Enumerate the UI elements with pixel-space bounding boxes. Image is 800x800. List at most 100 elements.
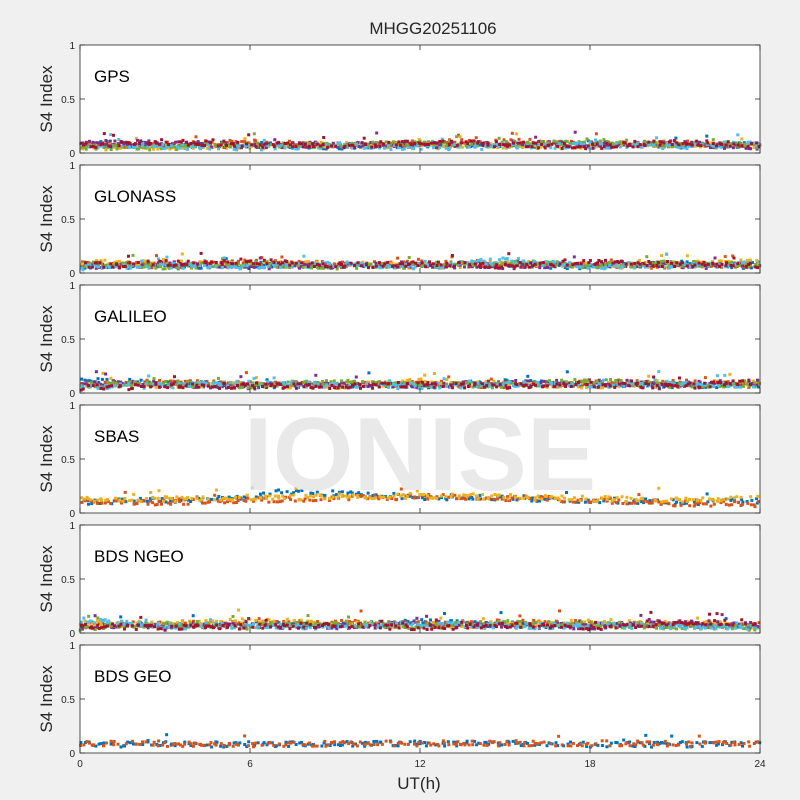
data-point [366,491,370,495]
data-point [417,378,421,381]
data-point [223,501,227,505]
data-point [614,141,618,145]
data-point [547,141,551,145]
data-point [649,264,653,268]
data-point [229,142,233,146]
data-point [478,143,482,147]
data-point [183,379,187,383]
data-point [406,378,409,382]
data-point [356,261,360,265]
data-point [651,498,655,502]
data-point [646,384,650,388]
data-point [613,265,617,268]
data-point [129,266,133,270]
data-point [166,386,170,390]
data-point [233,382,237,386]
data-point [246,386,250,390]
data-point [682,384,686,388]
data-point [270,265,274,269]
data-point [727,261,731,265]
data-point [353,264,357,267]
data-point [294,380,298,384]
data-point [168,263,172,267]
data-point [374,261,378,265]
data-point [104,498,108,502]
data-point [97,265,100,269]
data-point [296,264,300,268]
data-point [160,146,164,150]
data-point [242,495,246,499]
data-point [223,384,227,387]
data-point [147,374,151,378]
data-point [177,500,181,504]
data-point [485,496,488,500]
data-point [172,144,176,148]
data-point [144,144,148,148]
data-point [118,265,121,269]
data-point [192,261,196,265]
data-point [227,495,231,499]
data-point [583,378,586,382]
data-point [392,140,396,144]
data-point [277,488,280,492]
data-point [647,140,651,144]
data-point [697,379,701,383]
data-point [117,144,121,148]
data-point [526,379,530,383]
data-point [79,141,83,145]
data-point [195,383,199,387]
data-point [99,262,103,266]
data-point [224,257,228,261]
data-point [604,378,608,382]
data-point [522,259,525,263]
data-point [127,382,131,386]
data-point [303,142,307,146]
data-point [560,146,564,150]
data-point [688,144,692,148]
data-point [113,384,117,388]
data-point [517,257,520,261]
data-point [251,499,255,503]
data-point [453,140,457,144]
data-point [670,383,674,387]
data-point [389,381,393,385]
series-2 [80,486,760,504]
data-point [631,145,635,149]
data-point [84,261,88,265]
data-point [178,382,181,386]
data-point [225,144,228,147]
data-point [670,261,673,265]
data-point [663,384,666,388]
data-point [111,263,115,267]
data-point [688,504,692,508]
data-point [473,383,477,387]
data-point [193,145,196,149]
data-point [161,263,165,267]
data-point [653,378,657,382]
data-point [756,266,760,270]
data-point [484,380,488,384]
data-point [688,142,692,146]
data-point [122,145,126,149]
data-point [478,262,482,266]
data-point [635,142,639,146]
data-point [693,260,697,264]
data-point [334,265,338,269]
data-point [207,145,211,149]
data-point [714,144,718,148]
data-point [536,382,540,386]
data-point [307,383,311,386]
data-point [347,498,351,502]
data-point [747,263,751,266]
data-point [115,263,119,267]
data-point [219,143,223,147]
data-point [316,266,320,269]
data-point [500,494,504,498]
data-point [639,385,643,389]
data-point [679,501,683,505]
data-point [385,265,389,269]
data-point [205,379,209,383]
data-point [609,258,613,262]
data-point [452,382,456,386]
